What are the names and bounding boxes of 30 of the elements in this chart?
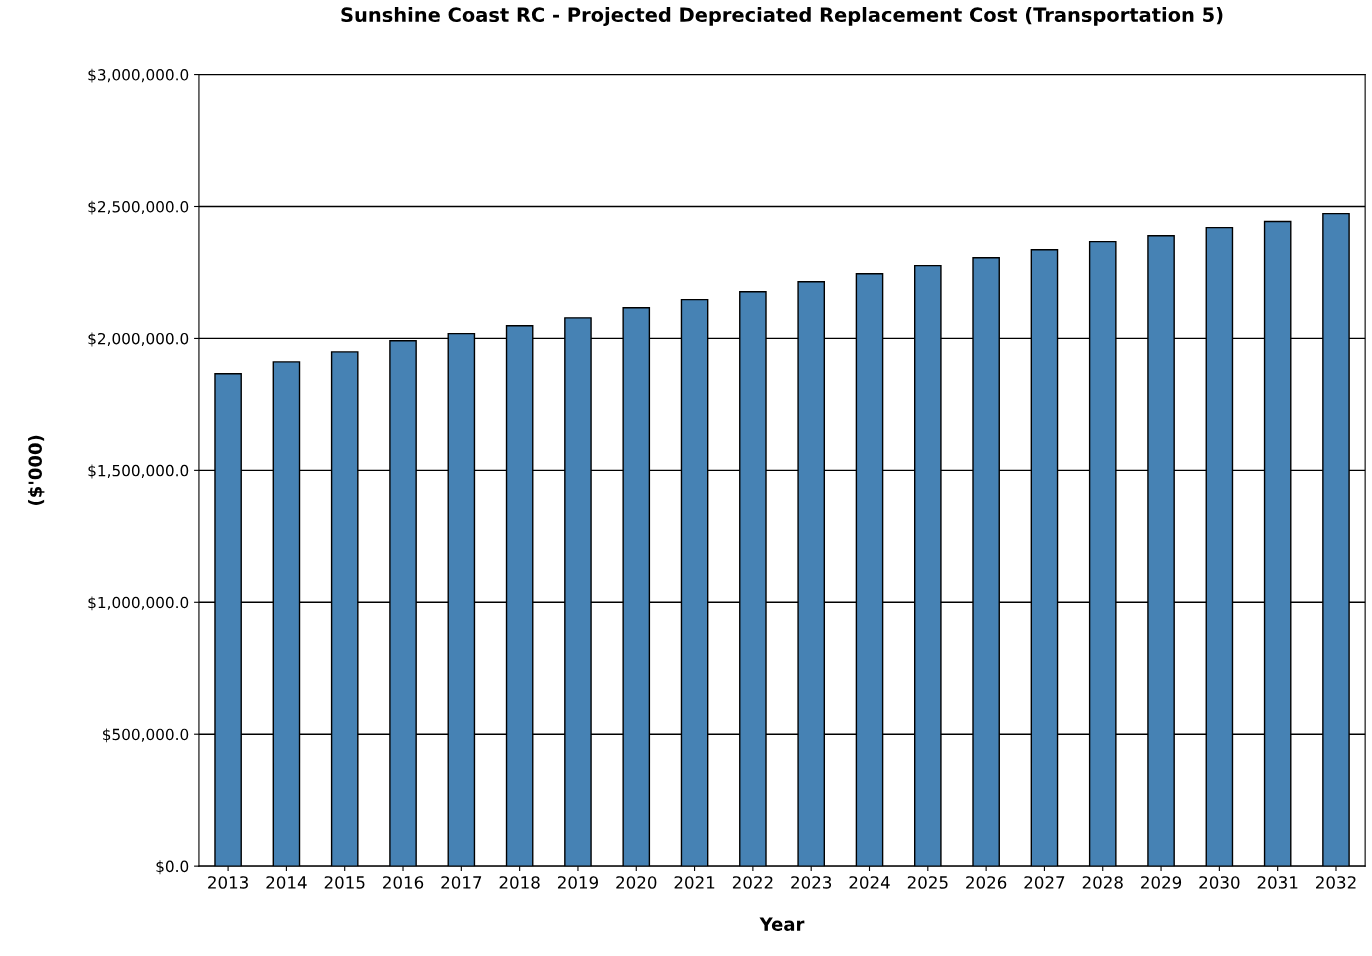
x-tick-label: 2025: [907, 876, 948, 889]
x-tick-label: 2024: [849, 876, 890, 889]
y-tick-label: $3,000,000.0: [88, 68, 189, 83]
x-tick-label: 2020: [616, 876, 657, 889]
x-tick-label: 2026: [966, 876, 1007, 889]
x-tick-label: 2029: [1141, 876, 1182, 889]
chart-title: Sunshine Coast RC - Projected Depreciated Replacement Cost (Transportation 5): [341, 7, 1223, 26]
x-tick-label: 2030: [1199, 876, 1240, 889]
x-tick-label: 2013: [208, 876, 248, 889]
y-tick-label: $500,000.0: [103, 728, 189, 743]
x-tick-label: 2023: [791, 876, 832, 889]
x-tick-label: 2031: [1257, 876, 1298, 889]
x-tick-label: 2015: [324, 876, 365, 889]
x-tick-label: 2022: [732, 876, 773, 889]
x-tick-label: 2027: [1024, 876, 1065, 889]
x-tick-label: 2017: [441, 876, 482, 889]
y-tick-label: $2,000,000.0: [88, 332, 189, 347]
x-tick-label: 2018: [499, 876, 540, 889]
x-tick-label: 2028: [1082, 876, 1123, 889]
y-tick-label: $1,000,000.0: [88, 596, 189, 611]
x-tick-label: 2019: [557, 876, 598, 889]
x-tick-label: 2032: [1316, 876, 1356, 889]
y-tick-label: $1,500,000.0: [88, 464, 189, 479]
x-axis-title: Year: [759, 917, 805, 931]
y-tick-label: $2,500,000.0: [88, 200, 189, 215]
x-tick-label: 2016: [383, 876, 424, 889]
x-tick-label: 2014: [266, 876, 307, 889]
x-tick-label: 2021: [674, 876, 715, 889]
y-axis-title: ($'000): [28, 435, 45, 505]
y-tick-label: $0.0: [156, 860, 189, 875]
